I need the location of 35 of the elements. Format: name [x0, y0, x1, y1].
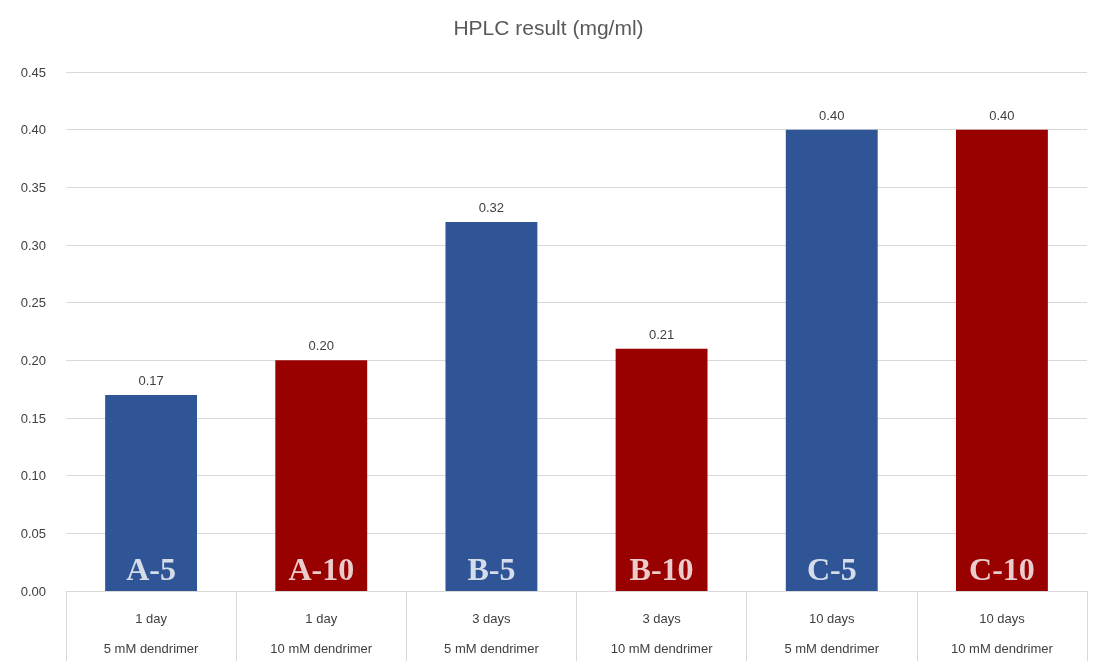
x-tick-label: 1 day 10 mM dendrimer [270, 610, 373, 656]
annotation: C-5 [806, 551, 857, 587]
chart-title: HPLC result (mg/ml) [453, 16, 644, 39]
bar [955, 129, 1048, 591]
data-label: 0.32 [478, 199, 505, 215]
y-tick-label: 0.00 [20, 583, 46, 599]
annotation: B-10 [629, 551, 694, 587]
y-tick-label: 0.30 [20, 237, 46, 253]
data-label: 0.40 [819, 107, 845, 123]
bar [105, 394, 198, 591]
annotation: A-5 [126, 551, 176, 587]
y-tick-label: 0.20 [20, 352, 46, 368]
x-tick-label: 3 days 5 mM dendrimer [444, 610, 540, 656]
x-tick-label: 3 days 10 mM dendrimer [610, 610, 714, 656]
x-tick-label: 1 day 5 mM dendrimer [103, 610, 200, 656]
bar [785, 129, 878, 591]
bar [445, 221, 538, 591]
y-tick-label: 0.45 [20, 64, 46, 80]
x-tick-label: 10 days 10 mM dendrimer [950, 610, 1054, 656]
y-tick-label: 0.10 [20, 468, 46, 484]
y-tick-label: 0.05 [20, 525, 46, 541]
y-tick-label: 0.15 [20, 410, 46, 426]
annotation: A-10 [288, 551, 355, 587]
y-tick-label: 0.35 [20, 179, 46, 195]
data-label: 0.20 [308, 338, 334, 354]
data-label: 0.21 [648, 326, 675, 342]
x-tick-label: 10 days 5 mM dendrimer [784, 610, 880, 656]
y-tick-label: 0.25 [20, 295, 46, 311]
bar [275, 360, 368, 591]
bar [615, 348, 708, 591]
data-label: 0.40 [989, 107, 1015, 123]
annotation: B-5 [467, 551, 516, 587]
data-label: 0.17 [138, 372, 164, 388]
y-tick-label: 0.40 [20, 122, 46, 138]
annotation: C-10 [969, 551, 1035, 587]
